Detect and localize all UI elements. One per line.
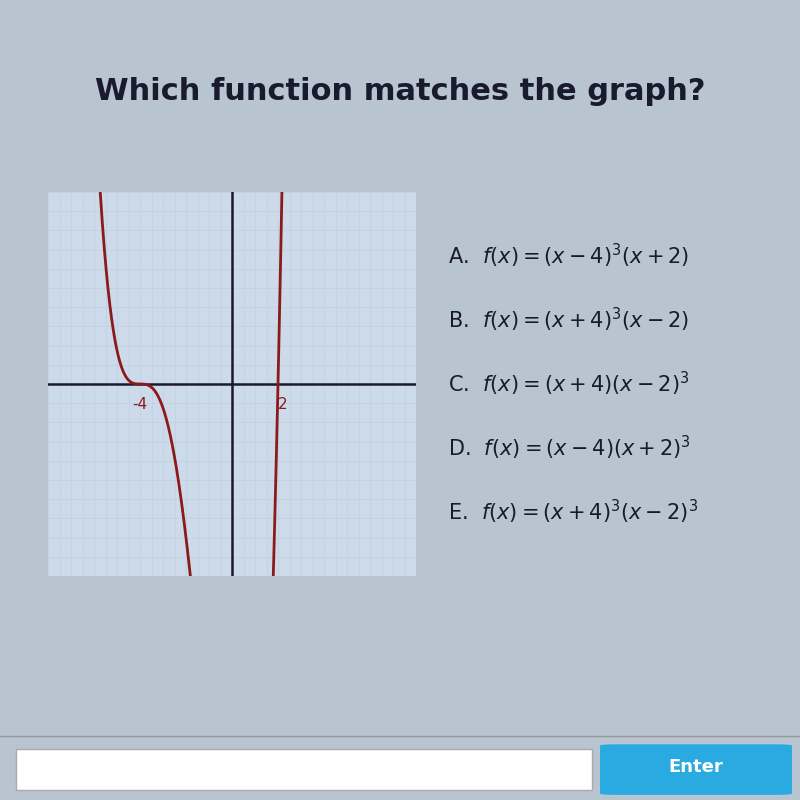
Text: Which function matches the graph?: Which function matches the graph? [94,78,706,106]
FancyBboxPatch shape [16,749,592,790]
Text: Enter: Enter [669,758,723,776]
Text: 2: 2 [278,398,288,413]
Text: -4: -4 [133,398,147,413]
Text: C.  $f(x) = (x + 4)(x - 2)^3$: C. $f(x) = (x + 4)(x - 2)^3$ [448,370,690,398]
Text: B.  $f(x) = (x + 4)^3(x - 2)$: B. $f(x) = (x + 4)^3(x - 2)$ [448,306,690,334]
FancyBboxPatch shape [600,744,792,795]
Text: A.  $f(x) = (x - 4)^3(x + 2)$: A. $f(x) = (x - 4)^3(x + 2)$ [448,242,690,270]
Text: E.  $f(x) = (x + 4)^3(x - 2)^3$: E. $f(x) = (x + 4)^3(x - 2)^3$ [448,498,698,526]
Text: D.  $f(x) = (x - 4)(x + 2)^3$: D. $f(x) = (x - 4)(x + 2)^3$ [448,434,691,462]
